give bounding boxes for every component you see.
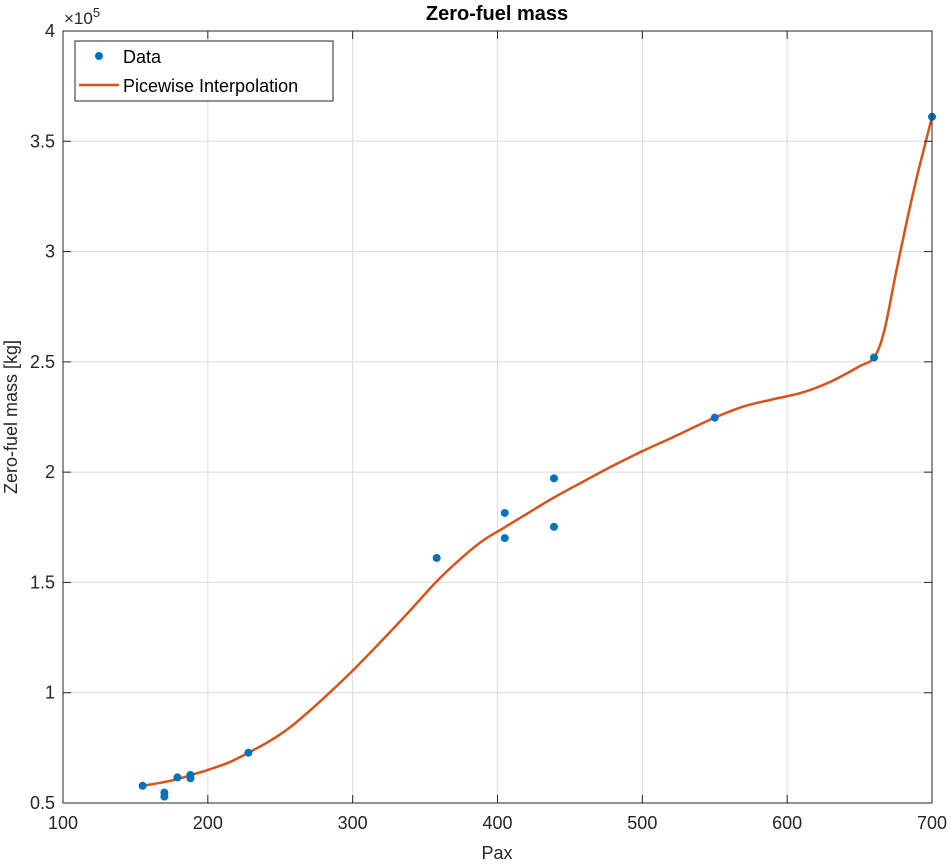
y-tick-label: 2 — [45, 462, 55, 482]
data-point — [173, 773, 182, 782]
y-tick-label: 1.5 — [30, 572, 55, 592]
y-tick-label: 1 — [45, 683, 55, 703]
x-tick-label: 400 — [482, 813, 512, 833]
y-exponent-label: ×105 — [64, 5, 100, 28]
data-point — [870, 353, 879, 362]
y-exponent-power: 5 — [93, 5, 100, 20]
chart-title: Zero-fuel mass — [426, 3, 568, 25]
x-tick-labels: 100 200 300 400 500 600 700 — [48, 813, 947, 833]
y-tick-label: 3 — [45, 242, 55, 262]
data-point — [710, 413, 719, 422]
y-exponent-base: ×10 — [64, 9, 93, 28]
y-axis-label: Zero-fuel mass [kg] — [1, 340, 21, 494]
data-point — [549, 474, 558, 483]
data-point — [160, 788, 169, 797]
data-point — [138, 781, 147, 790]
x-tick-label: 600 — [772, 813, 802, 833]
data-point — [549, 522, 558, 531]
legend-data-label: Data — [123, 47, 162, 67]
legend-box — [74, 40, 334, 102]
x-tick-label: 500 — [627, 813, 657, 833]
legend-interpolation-label: Picewise Interpolation — [123, 76, 298, 96]
y-tick-label: 0.5 — [30, 793, 55, 813]
data-point — [500, 534, 509, 543]
y-tick-label: 4 — [45, 21, 55, 41]
x-tick-label: 300 — [338, 813, 368, 833]
y-tick-label: 3.5 — [30, 131, 55, 151]
x-tick-label: 700 — [917, 813, 947, 833]
data-point — [432, 553, 441, 562]
data-point — [186, 770, 195, 779]
data-point — [500, 508, 509, 517]
series-layer — [138, 112, 936, 801]
y-tick-labels: 0.5 1 1.5 2 2.5 3 3.5 4 — [30, 21, 55, 813]
x-axis-label: Pax — [481, 843, 512, 863]
data-point — [244, 748, 253, 757]
tick-marks — [62, 30, 933, 804]
x-tick-label: 100 — [48, 813, 78, 833]
legend-data-marker — [95, 52, 103, 60]
y-tick-label: 2.5 — [30, 352, 55, 372]
legend: Data Picewise Interpolation — [74, 40, 334, 102]
x-tick-label: 200 — [193, 813, 223, 833]
